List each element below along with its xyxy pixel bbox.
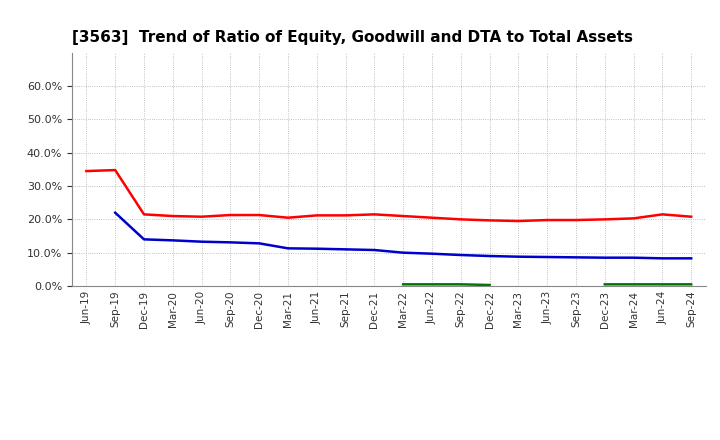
Goodwill: [658, 256, 667, 261]
Goodwill: [428, 251, 436, 257]
Equity: [82, 169, 91, 174]
Equity: [514, 218, 523, 224]
Line: Deferred Tax Assets: Deferred Tax Assets: [403, 284, 691, 285]
Text: [3563]  Trend of Ratio of Equity, Goodwill and DTA to Total Assets: [3563] Trend of Ratio of Equity, Goodwil…: [72, 29, 633, 45]
Deferred Tax Assets: [629, 282, 638, 287]
Goodwill: [399, 250, 408, 255]
Deferred Tax Assets: [428, 282, 436, 287]
Deferred Tax Assets: [658, 282, 667, 287]
Equity: [543, 217, 552, 223]
Goodwill: [572, 255, 580, 260]
Legend: Equity, Goodwill, Deferred Tax Assets: Equity, Goodwill, Deferred Tax Assets: [192, 437, 585, 440]
Goodwill: [341, 247, 350, 252]
Equity: [284, 215, 292, 220]
Deferred Tax Assets: [687, 282, 696, 287]
Goodwill: [370, 247, 379, 253]
Line: Goodwill: Goodwill: [115, 213, 691, 258]
Deferred Tax Assets: [600, 282, 609, 287]
Line: Equity: Equity: [86, 170, 691, 221]
Deferred Tax Assets: [456, 282, 465, 287]
Goodwill: [543, 254, 552, 260]
Goodwill: [514, 254, 523, 259]
Equity: [226, 213, 235, 218]
Deferred Tax Assets: [399, 282, 408, 287]
Goodwill: [687, 256, 696, 261]
Goodwill: [168, 238, 177, 243]
Equity: [197, 214, 206, 220]
Equity: [658, 212, 667, 217]
Goodwill: [197, 239, 206, 244]
Equity: [168, 213, 177, 219]
Equity: [140, 212, 148, 217]
Deferred Tax Assets: [485, 282, 494, 288]
Goodwill: [629, 255, 638, 260]
Equity: [312, 213, 321, 218]
Goodwill: [312, 246, 321, 251]
Equity: [255, 213, 264, 218]
Goodwill: [485, 253, 494, 259]
Goodwill: [284, 246, 292, 251]
Equity: [111, 168, 120, 173]
Goodwill: [255, 241, 264, 246]
Equity: [428, 215, 436, 220]
Equity: [600, 217, 609, 222]
Goodwill: [226, 240, 235, 245]
Equity: [485, 218, 494, 223]
Goodwill: [140, 237, 148, 242]
Equity: [370, 212, 379, 217]
Equity: [629, 216, 638, 221]
Equity: [399, 213, 408, 219]
Goodwill: [600, 255, 609, 260]
Equity: [572, 217, 580, 223]
Equity: [687, 214, 696, 220]
Goodwill: [456, 253, 465, 258]
Goodwill: [111, 210, 120, 215]
Equity: [341, 213, 350, 218]
Equity: [456, 217, 465, 222]
